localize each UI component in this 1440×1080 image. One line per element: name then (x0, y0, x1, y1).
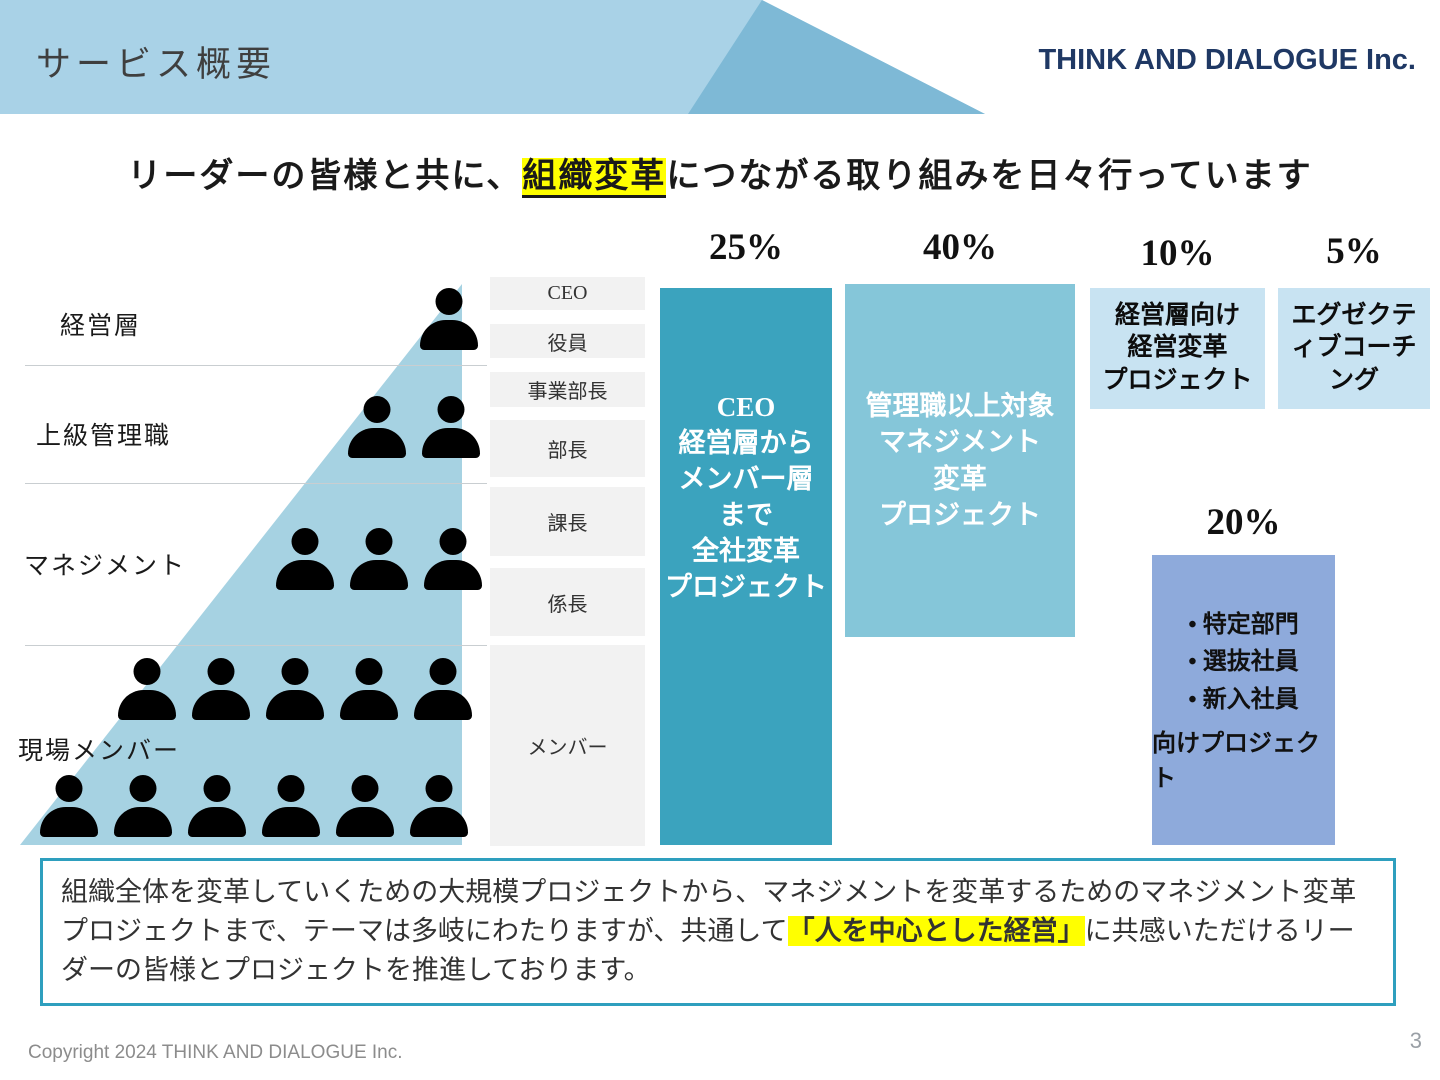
person-icon (414, 658, 472, 720)
person-icon (350, 528, 408, 590)
person-icon (192, 658, 250, 720)
summary-highlight: 「人を中心とした経営」 (787, 916, 1085, 947)
layer-divider (25, 365, 487, 366)
person-icon (336, 775, 394, 837)
pyramid-row-members-upper (118, 658, 472, 720)
role-label-jigyobucho: 事業部長 (490, 372, 645, 407)
percent-label-executive-change: 10% (1140, 233, 1215, 274)
project-column-full-company-text: CEO 経営層から メンバー層 まで 全社変革 プロジェクト (665, 392, 827, 602)
project-box-executive-coaching-text: エグゼクティブコーチング (1291, 301, 1417, 394)
headline-post: につながる取り組みを日々行っています (666, 158, 1313, 195)
project-box-executive-coaching: エグゼクティブコーチング (1278, 288, 1430, 409)
project-column-management-text: 管理職以上対象 マネジメント 変革 プロジェクト (865, 390, 1055, 530)
project-box-executive-change-text: 経営層向け 経営変革 プロジェクト (1102, 301, 1253, 394)
layer-label-senior-managers: 上級管理職 (36, 423, 172, 450)
role-label-yakuin: 役員 (490, 324, 645, 358)
summary-post: に共感いただけるリーダーの皆様とプロジェクトを推進しております。 (61, 916, 1355, 986)
project-column-management: 管理職以上対象 マネジメント 変革 プロジェクト (845, 284, 1075, 637)
role-label-kakaricho: 係長 (490, 568, 645, 636)
layer-label-management: マネジメント (24, 553, 187, 580)
project-column-full-company: CEO 経営層から メンバー層 まで 全社変革 プロジェクト (660, 288, 832, 845)
headline: リーダーの皆様と共に、組織変革につながる取り組みを日々行っています (0, 148, 1440, 198)
page-title: サービス概要 (36, 45, 277, 84)
person-icon (188, 775, 246, 837)
role-label-member: メンバー (490, 645, 645, 846)
layer-divider (25, 483, 487, 484)
copyright: Copyright 2024 THINK AND DIALOGUE Inc. (28, 1042, 403, 1063)
person-icon (348, 396, 406, 458)
layer-label-members: 現場メンバー (18, 738, 181, 765)
layer-divider (25, 645, 487, 646)
percent-label-executive-coaching: 5% (1326, 231, 1382, 272)
role-label-ceo: CEO (490, 277, 645, 310)
pyramid-row-managers (276, 528, 482, 590)
person-icon (420, 288, 478, 350)
person-icon (424, 528, 482, 590)
project-box-selected-bullets: • 特定部門 • 選抜社員 • 新入社員 (1188, 612, 1299, 713)
percent-label-full-company: 25% (709, 227, 783, 268)
person-icon (118, 658, 176, 720)
pyramid-row-senior-managers (348, 396, 480, 458)
project-box-selected: • 特定部門 • 選抜社員 • 新入社員 向けプロジェクト (1152, 555, 1335, 845)
project-box-executive-change: 経営層向け 経営変革 プロジェクト (1090, 288, 1265, 409)
percent-label-management: 40% (923, 227, 997, 268)
page-number: 3 (1409, 1028, 1422, 1053)
summary-pre: 組織全体を変革していくための大規模プロジェクトから、マネジメントを変革するための… (61, 877, 1357, 947)
pyramid-row-executives (420, 288, 478, 350)
person-icon (266, 658, 324, 720)
person-icon (40, 775, 98, 837)
layer-label-executives: 経営層 (60, 313, 142, 340)
pyramid-row-members-lower (40, 775, 468, 837)
headline-highlight: 組織変革 (522, 158, 667, 198)
role-label-kacho: 課長 (490, 487, 645, 556)
person-icon (262, 775, 320, 837)
person-icon (422, 396, 480, 458)
person-icon (276, 528, 334, 590)
summary-box: 組織全体を変革していくための大規模プロジェクトから、マネジメントを変革するための… (40, 858, 1396, 1006)
person-icon (114, 775, 172, 837)
role-label-bucho: 部長 (490, 420, 645, 477)
project-box-selected-footer: 向けプロジェクト (1152, 730, 1320, 792)
person-icon (340, 658, 398, 720)
percent-label-selected: 20% (1206, 502, 1281, 543)
company-name: THINK AND DIALOGUE Inc. (1038, 44, 1416, 76)
person-icon (410, 775, 468, 837)
headline-pre: リーダーの皆様と共に、 (127, 158, 523, 195)
